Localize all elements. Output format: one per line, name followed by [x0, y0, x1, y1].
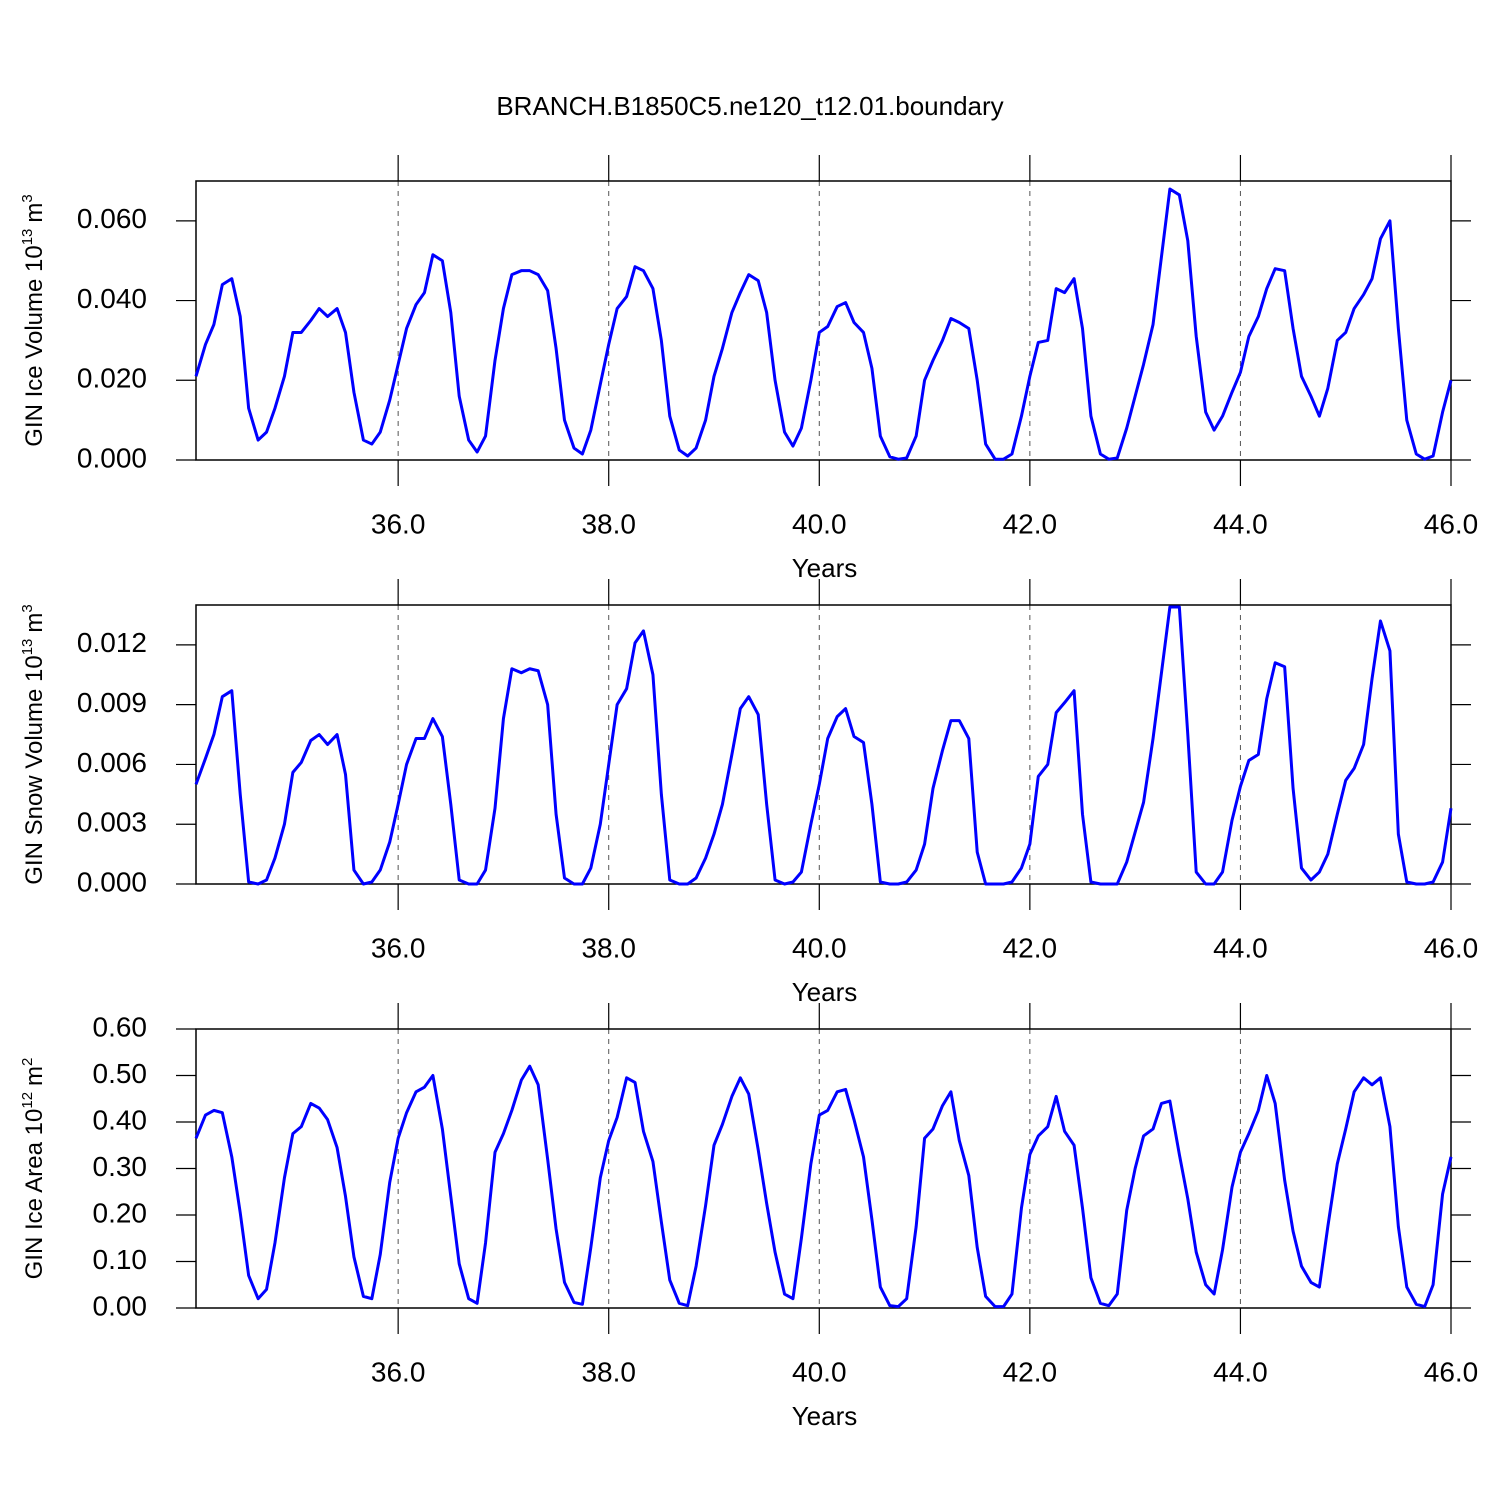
y-label-unit: m	[21, 203, 48, 223]
x-axis-label: Years	[792, 977, 858, 1007]
y-axis-label: GIN Snow Volume 1013 m3	[19, 604, 48, 884]
y-tick-label: 0.40	[93, 1104, 148, 1135]
x-tick-label: 42.0	[1003, 1356, 1058, 1387]
y-tick-label: 0.50	[93, 1058, 148, 1089]
x-tick-label: 38.0	[581, 932, 636, 963]
x-tick-label: 44.0	[1213, 1356, 1268, 1387]
x-tick-label: 38.0	[581, 508, 636, 539]
y-tick-label: 0.009	[77, 687, 147, 718]
y-label-unit-exponent: 3	[19, 194, 36, 202]
x-tick-label: 36.0	[371, 508, 426, 539]
data-line	[194, 187, 1453, 461]
x-tick-label: 40.0	[792, 932, 847, 963]
y-label-unit: m	[21, 613, 48, 633]
y-tick-label: 0.00	[93, 1290, 148, 1321]
y-tick-label: 0.006	[77, 747, 147, 778]
x-tick-label: 36.0	[371, 1356, 426, 1387]
y-tick-label: 0.040	[77, 283, 147, 314]
x-tick-label: 46.0	[1424, 1356, 1479, 1387]
y-tick-label: 0.060	[77, 203, 147, 234]
x-tick-label: 38.0	[581, 1356, 636, 1387]
y-axis-label: GIN Ice Area 1012 m2	[19, 1058, 48, 1280]
y-label-unit-exponent: 3	[19, 604, 36, 612]
y-tick-label: 0.10	[93, 1244, 148, 1275]
plot-frame	[195, 180, 1452, 461]
y-label-unit: m	[21, 1066, 48, 1086]
y-label-text: GIN Ice Area 10	[21, 1109, 48, 1280]
x-tick-label: 40.0	[792, 508, 847, 539]
y-label-exponent: 12	[19, 1092, 36, 1109]
y-axis-label: GIN Ice Volume 1013 m3	[19, 194, 48, 446]
y-label-unit-exponent: 2	[19, 1058, 36, 1066]
y-tick-label: 0.000	[77, 866, 147, 897]
x-tick-label: 46.0	[1424, 508, 1479, 539]
panel: 36.0 38.0 40.0 42.0 44.0 46.0 0.00 0.10 0.20 0.30…	[19, 1003, 1478, 1431]
x-tick-label: 42.0	[1003, 508, 1058, 539]
x-tick-label: 44.0	[1213, 932, 1268, 963]
y-tick-label: 0.000	[77, 442, 147, 473]
y-tick-label: 0.60	[93, 1011, 148, 1042]
x-tick-label: 44.0	[1213, 508, 1268, 539]
x-tick-label: 42.0	[1003, 932, 1058, 963]
y-label-text: GIN Ice Volume 10	[21, 245, 48, 446]
panel: 36.0 38.0 40.0 42.0 44.0 46.0 0.000 0.020 0.040 0…	[19, 155, 1478, 583]
y-tick-label: 0.012	[77, 627, 147, 658]
data-line	[194, 1064, 1453, 1309]
y-label-text: GIN Snow Volume 10	[21, 655, 48, 884]
y-label-exponent: 13	[19, 639, 36, 656]
x-tick-label: 40.0	[792, 1356, 847, 1387]
x-axis-label: Years	[792, 1401, 858, 1431]
y-label-exponent: 13	[19, 229, 36, 246]
y-tick-label: 0.20	[93, 1197, 148, 1228]
x-tick-label: 36.0	[371, 932, 426, 963]
figure-title: BRANCH.B1850C5.ne120_t12.01.boundary	[496, 91, 1003, 121]
y-tick-label: 0.30	[93, 1151, 148, 1182]
plot-frame	[195, 604, 1452, 885]
x-tick-label: 46.0	[1424, 932, 1479, 963]
panel: 36.0 38.0 40.0 42.0 44.0 46.0 0.000 0.003 0.006 0…	[19, 579, 1478, 1007]
data-line	[194, 605, 1453, 886]
y-tick-label: 0.020	[77, 363, 147, 394]
plot-frame	[195, 1028, 1452, 1309]
y-tick-label: 0.003	[77, 807, 147, 838]
x-axis-label: Years	[792, 553, 858, 583]
